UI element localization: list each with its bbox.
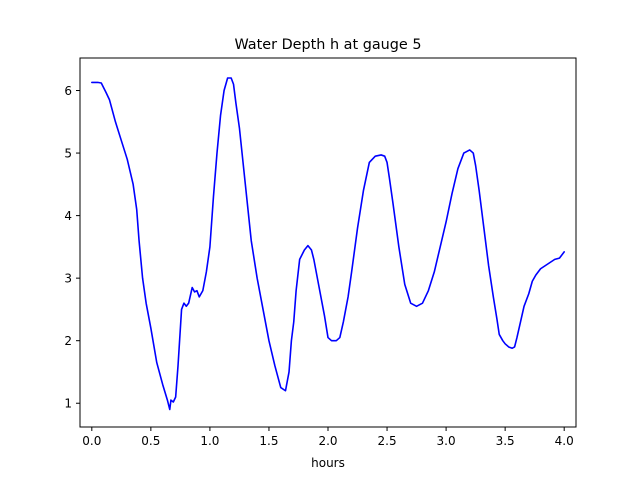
x-tick-label: 2.5 [378,434,397,448]
plot-area [80,58,576,427]
y-tick-label: 1 [64,397,72,411]
y-tick-label: 4 [64,209,72,223]
x-tick-label: 0.0 [82,434,101,448]
y-tick-label: 2 [64,334,72,348]
x-tick-label: 3.5 [496,434,515,448]
x-axis-label: hours [311,456,345,470]
series-line-0 [91,77,565,411]
chart-title: Water Depth h at gauge 5 [234,37,421,53]
y-tick-label: 3 [64,272,72,286]
x-tick-label: 4.0 [555,434,574,448]
x-tick-label: 2.0 [318,434,337,448]
series-layer [91,77,565,411]
x-tick-label: 1.0 [200,434,219,448]
x-tick-label: 0.5 [141,434,160,448]
y-tick-label: 6 [64,84,72,98]
y-tick-label: 5 [64,147,72,161]
x-tick-label: 3.0 [437,434,456,448]
y-axis: 1 2 3 4 5 6 [64,84,80,411]
x-axis: 0.0 0.5 1.0 1.5 2.0 2.5 3.0 3.5 4.0 [82,427,574,448]
x-tick-label: 1.5 [259,434,278,448]
